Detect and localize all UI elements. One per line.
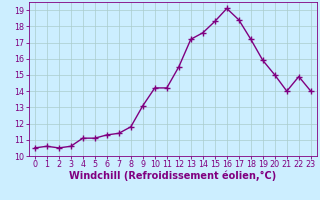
- X-axis label: Windchill (Refroidissement éolien,°C): Windchill (Refroidissement éolien,°C): [69, 171, 276, 181]
